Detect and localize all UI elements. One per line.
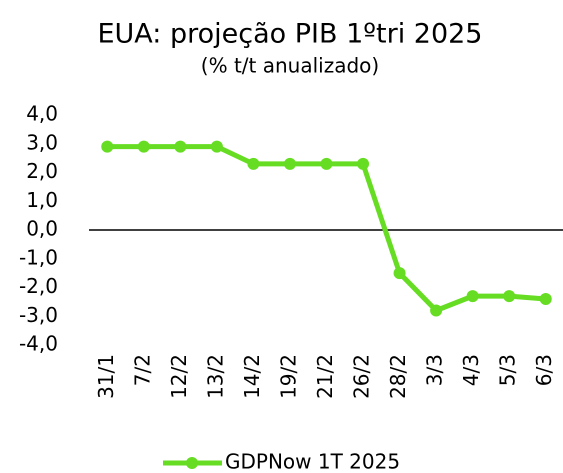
point xyxy=(174,140,187,153)
point xyxy=(101,140,114,153)
x-tick-label: 13/2 xyxy=(203,354,227,399)
x-tick-label: 4/3 xyxy=(459,354,483,386)
point xyxy=(320,157,333,170)
x-tick-label: 6/3 xyxy=(532,354,556,386)
series-line xyxy=(107,144,546,313)
x-tick-label: 19/2 xyxy=(276,354,300,399)
x-tick-label: 7/2 xyxy=(130,354,154,386)
y-tick-label: -3,0 xyxy=(19,303,58,327)
point xyxy=(247,157,260,170)
y-tick-label: 2,0 xyxy=(26,159,58,183)
chart-subtitle: (% t/t anualizado) xyxy=(201,54,379,78)
point xyxy=(137,140,150,153)
y-tick-label: -4,0 xyxy=(19,332,58,356)
y-tick-label: 1,0 xyxy=(26,188,58,212)
legend-marker xyxy=(186,457,198,469)
y-tick-label: 3,0 xyxy=(26,130,58,154)
x-tick-label: 28/2 xyxy=(386,354,410,399)
x-tick-label: 14/2 xyxy=(240,354,264,399)
x-tick-label: 5/3 xyxy=(496,354,520,386)
point xyxy=(283,157,296,170)
y-tick-label: -1,0 xyxy=(19,245,58,269)
point xyxy=(539,293,552,305)
legend-label: GDPNow 1T 2025 xyxy=(225,450,400,473)
x-tick-label: 21/2 xyxy=(313,354,337,399)
x-tick-label: 12/2 xyxy=(167,354,191,399)
y-tick-label: -2,0 xyxy=(19,274,58,298)
point xyxy=(430,304,443,317)
y-tick-label: 0,0 xyxy=(26,217,58,241)
x-tick-label: 26/2 xyxy=(350,354,374,399)
point xyxy=(503,290,516,303)
x-tick-label: 3/3 xyxy=(423,354,447,386)
x-tick-label: 31/1 xyxy=(94,354,118,399)
point xyxy=(393,267,406,280)
chart-title: EUA: projeção PIB 1ºtri 2025 xyxy=(97,19,482,50)
point xyxy=(466,290,479,303)
point xyxy=(210,140,223,153)
y-tick-label: 4,0 xyxy=(26,102,58,126)
point xyxy=(357,157,370,170)
